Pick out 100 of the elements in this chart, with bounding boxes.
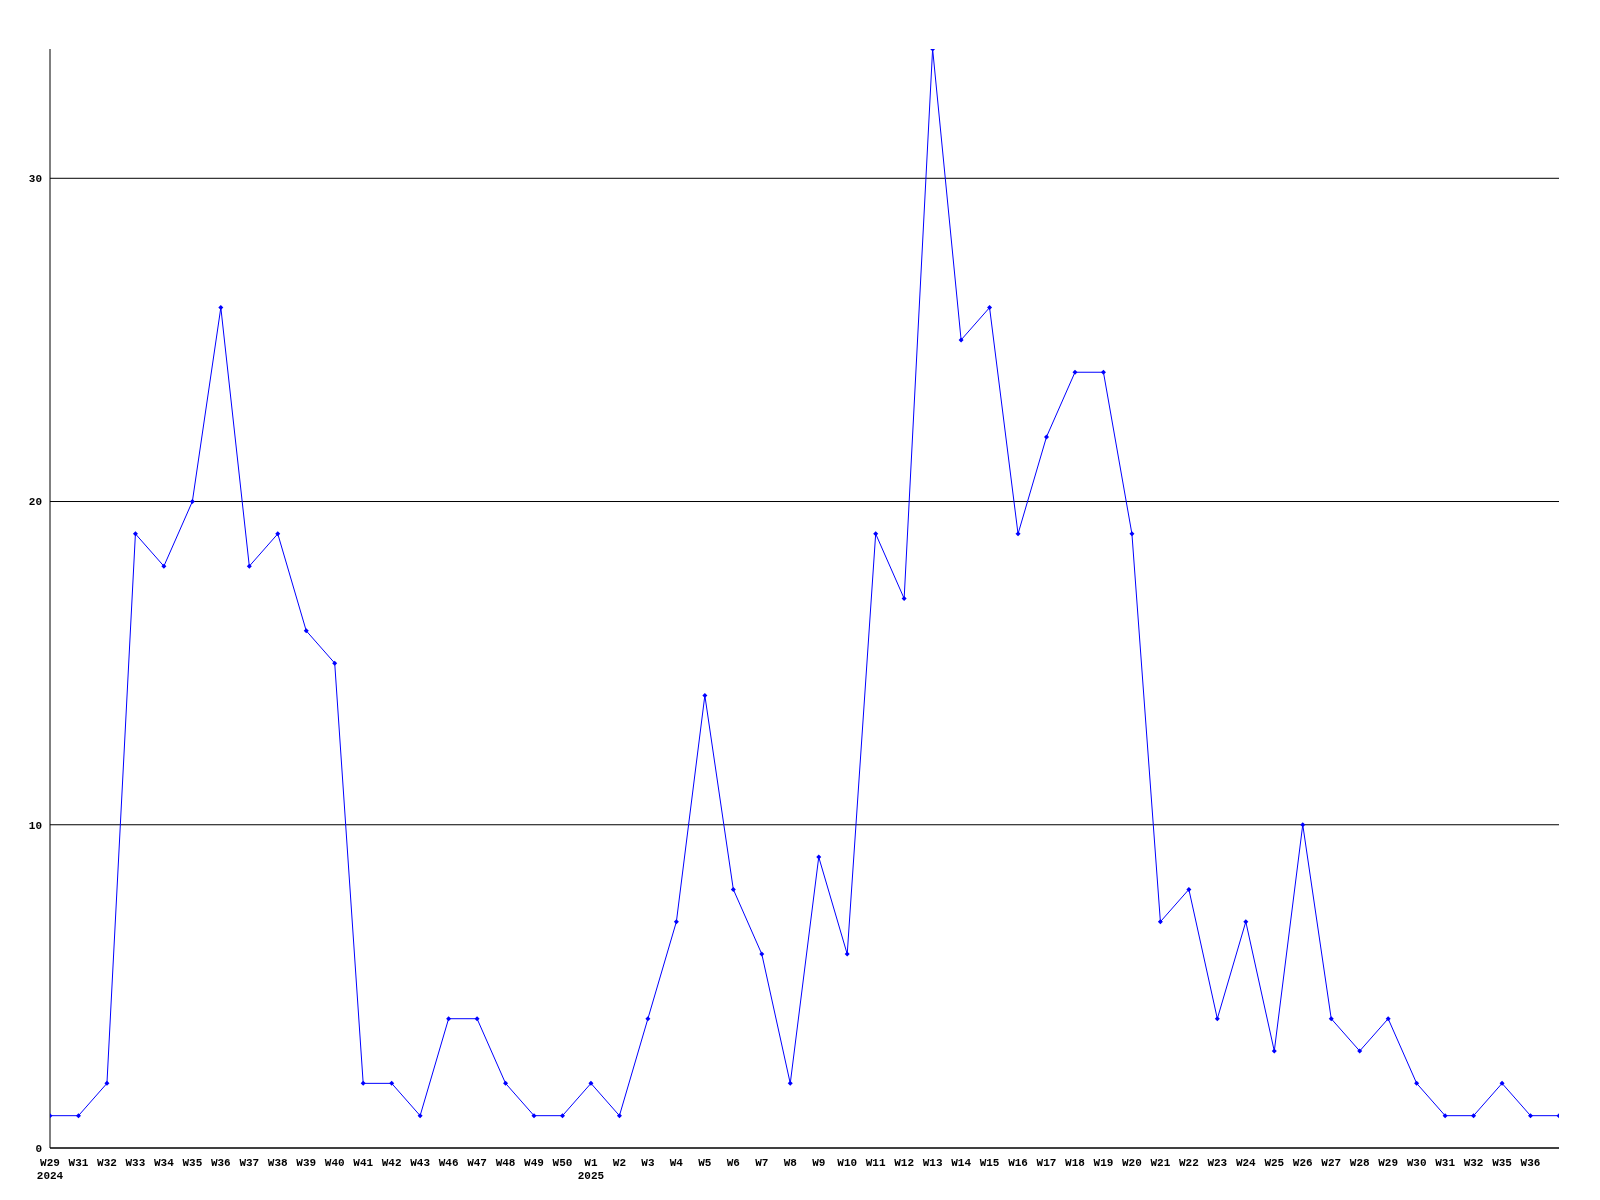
point — [702, 692, 708, 698]
point — [901, 596, 907, 601]
point — [844, 951, 850, 957]
point — [1186, 886, 1192, 892]
x-tick-label: W21 — [1150, 1157, 1171, 1169]
x-tick-label: W13 — [922, 1157, 943, 1169]
point — [446, 1016, 452, 1022]
point — [275, 531, 281, 537]
x-tick-label: W22 — [1178, 1157, 1199, 1169]
point — [1442, 1113, 1448, 1119]
x-tick-label: W32 — [1463, 1157, 1484, 1169]
x-tick-label: W37 — [239, 1157, 260, 1169]
x-tick-label: W27 — [1321, 1157, 1342, 1169]
point — [1271, 1048, 1277, 1054]
x-tick-label: W1 2025 — [577, 1157, 605, 1182]
point — [1385, 1016, 1391, 1022]
point — [816, 854, 822, 860]
x-tick-label: W4 — [669, 1157, 684, 1169]
x-tick-label: W20 — [1122, 1157, 1142, 1169]
x-tick-label: W6 — [726, 1157, 740, 1169]
x-tick-label: W38 — [267, 1157, 289, 1169]
x-tick-label: W15 — [979, 1157, 1000, 1169]
x-tick-label: W12 — [894, 1157, 915, 1169]
point — [531, 1113, 537, 1119]
x-tick-label: W5 — [698, 1157, 712, 1169]
point — [417, 1113, 423, 1119]
x-tick-label: W11 — [865, 1157, 886, 1169]
x-tick-label: W8 — [783, 1157, 798, 1169]
point — [104, 1080, 110, 1086]
x-tick-label: W39 — [296, 1157, 317, 1169]
point — [1129, 531, 1135, 537]
x-tick-label: W29 2024 — [36, 1157, 64, 1182]
point — [1243, 919, 1249, 925]
x-tick-label: W23 — [1207, 1157, 1228, 1169]
point — [958, 337, 964, 343]
point — [474, 1016, 480, 1022]
x-tick-label: W14 — [951, 1157, 972, 1169]
x-tick-label: W43 — [410, 1157, 431, 1169]
point — [616, 1113, 622, 1119]
x-tick-label: W7 — [755, 1157, 769, 1169]
y-tick-label: 0 — [35, 1142, 42, 1155]
x-tick-label: W18 — [1065, 1157, 1086, 1169]
point — [1357, 1048, 1363, 1054]
point — [132, 531, 138, 537]
x-tick-label: W48 — [495, 1157, 516, 1169]
point — [161, 563, 167, 569]
x-tick-label: W36 — [1520, 1157, 1541, 1169]
y-tick-label: 30 — [28, 173, 42, 186]
point — [1044, 434, 1050, 440]
point — [389, 1080, 395, 1086]
point — [645, 1016, 651, 1022]
x-tick-label: W32 — [97, 1157, 117, 1169]
point — [673, 919, 679, 925]
point — [75, 1113, 81, 1119]
x-tick-label: W46 — [438, 1157, 459, 1169]
point — [730, 886, 736, 892]
point — [332, 660, 338, 666]
point — [1300, 822, 1306, 828]
point — [1157, 919, 1163, 925]
x-tick-label: W2 — [612, 1157, 627, 1169]
point — [1015, 531, 1021, 537]
y-tick-label: 10 — [28, 819, 42, 832]
x-tick-label: W19 — [1093, 1157, 1114, 1169]
x-tick-label: W31 — [1435, 1157, 1456, 1169]
x-tick-label: W30 — [1406, 1157, 1427, 1169]
point — [1072, 369, 1078, 375]
x-tick-label: W26 — [1292, 1157, 1313, 1169]
x-tick-label: W33 — [125, 1157, 146, 1169]
point — [1499, 1080, 1505, 1086]
x-tick-label: W10 — [837, 1157, 858, 1169]
point — [787, 1080, 793, 1086]
point — [303, 628, 309, 634]
point — [588, 1080, 594, 1086]
point — [559, 1113, 565, 1119]
point — [759, 951, 765, 957]
x-tick-label: W16 — [1008, 1157, 1028, 1169]
point — [1528, 1113, 1534, 1119]
point — [218, 305, 224, 311]
point — [246, 563, 252, 569]
x-tick-label: W50 — [552, 1157, 573, 1169]
point — [1100, 369, 1106, 375]
x-tick-label: W49 — [524, 1157, 544, 1169]
x-tick-label: W9 — [812, 1157, 826, 1169]
x-tick-label: W24 — [1235, 1157, 1257, 1169]
x-tick-label: W40 — [324, 1157, 345, 1169]
point — [873, 531, 879, 537]
point — [1471, 1113, 1477, 1119]
point — [1328, 1016, 1334, 1022]
point — [987, 305, 993, 311]
x-tick-label: W29 — [1378, 1157, 1399, 1169]
x-tick-label: W31 — [68, 1157, 89, 1169]
x-tick-label: W36 — [210, 1157, 231, 1169]
point — [503, 1080, 509, 1086]
x-tick-label: W47 — [467, 1157, 487, 1169]
x-tick-label: W35 — [1492, 1157, 1513, 1169]
x-tick-label: W41 — [353, 1157, 374, 1169]
x-tick-label: W3 — [641, 1157, 655, 1169]
x-tick-label: W28 — [1349, 1157, 1370, 1169]
line-series — [50, 49, 1559, 1119]
x-tick-label: W42 — [381, 1157, 402, 1169]
